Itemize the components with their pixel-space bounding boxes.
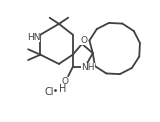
Text: HN: HN [27,33,40,42]
Text: H: H [59,84,66,94]
Text: O: O [80,36,87,45]
Text: Cl: Cl [45,87,54,97]
Text: O: O [62,77,69,86]
Text: NH: NH [81,62,95,71]
